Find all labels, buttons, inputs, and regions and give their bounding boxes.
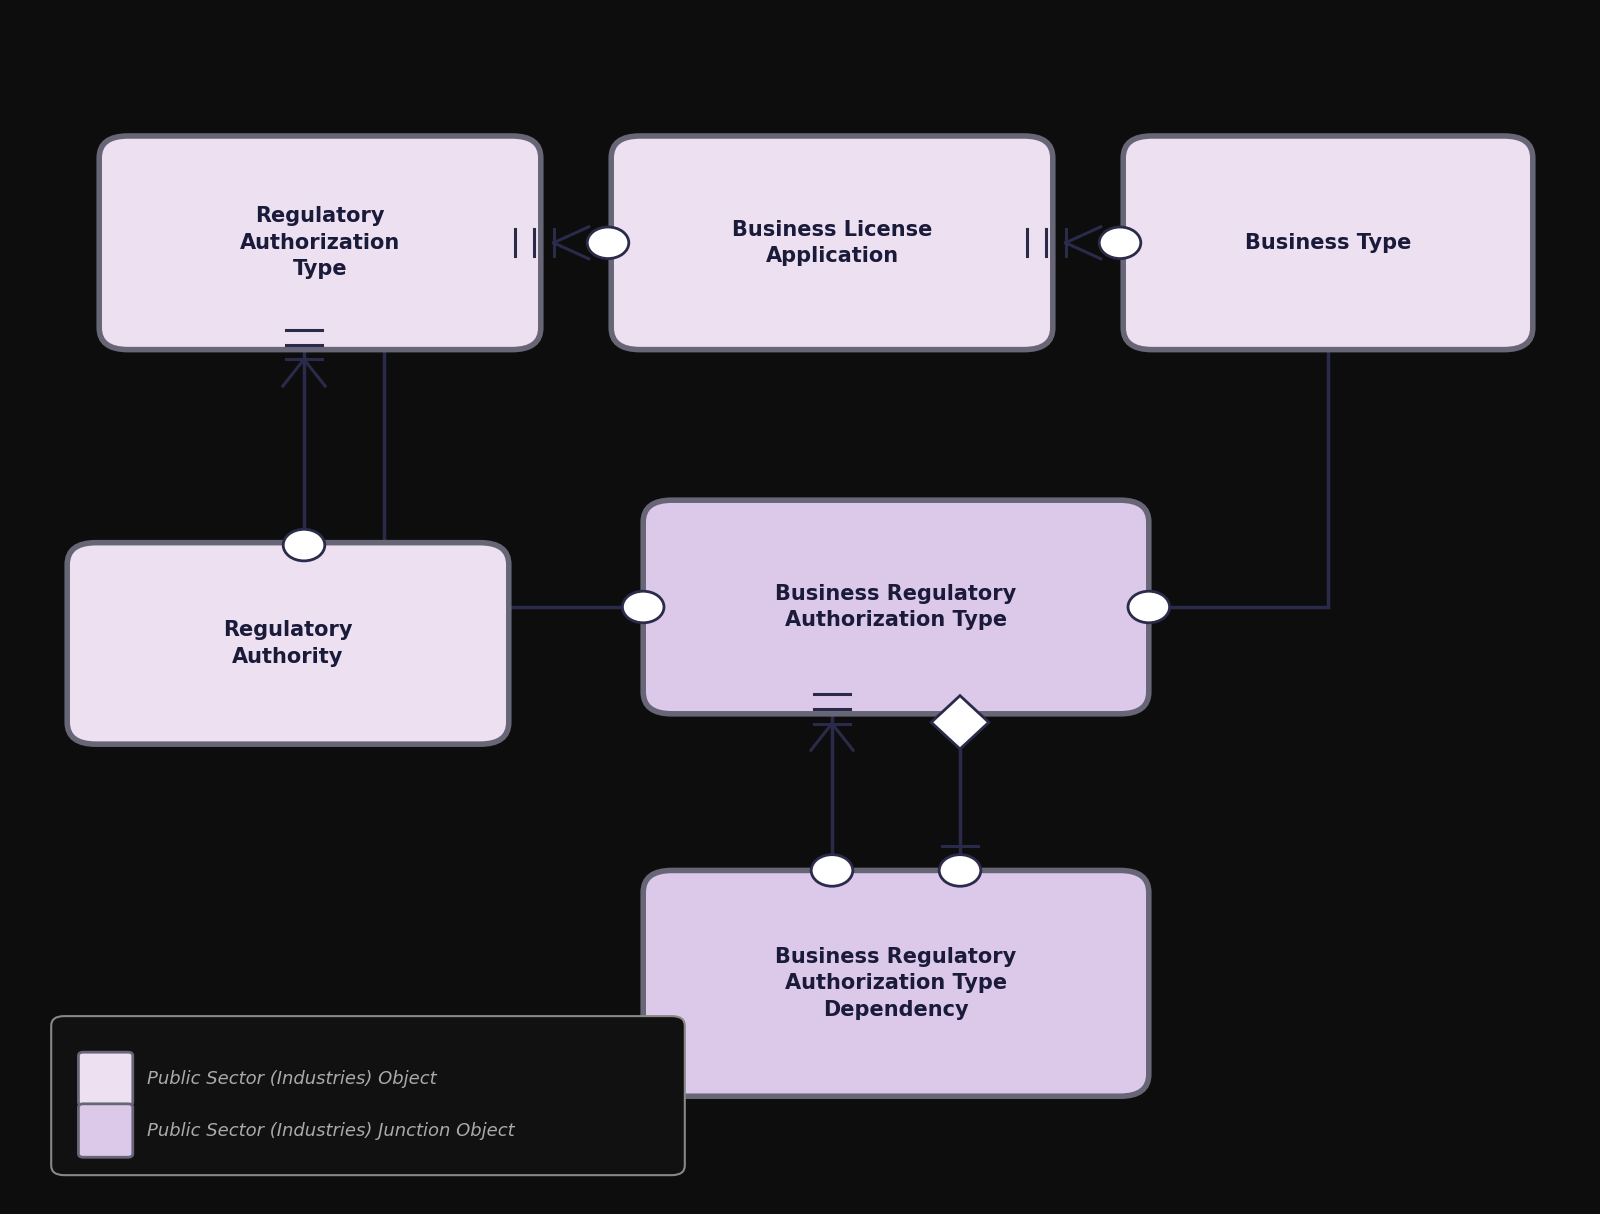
Circle shape — [622, 591, 664, 623]
FancyBboxPatch shape — [78, 1104, 133, 1157]
Text: Regulatory
Authorization
Type: Regulatory Authorization Type — [240, 206, 400, 279]
FancyBboxPatch shape — [67, 543, 509, 744]
FancyBboxPatch shape — [643, 870, 1149, 1096]
FancyBboxPatch shape — [78, 1053, 133, 1106]
Circle shape — [811, 855, 853, 886]
Text: Public Sector (Industries) Junction Object: Public Sector (Industries) Junction Obje… — [147, 1122, 515, 1140]
FancyBboxPatch shape — [643, 500, 1149, 714]
Circle shape — [939, 855, 981, 886]
Circle shape — [1128, 591, 1170, 623]
FancyBboxPatch shape — [99, 136, 541, 350]
Text: Public Sector (Industries) Object: Public Sector (Industries) Object — [147, 1070, 437, 1088]
Circle shape — [1099, 227, 1141, 259]
FancyBboxPatch shape — [51, 1016, 685, 1175]
Polygon shape — [931, 696, 989, 749]
Text: Business License
Application: Business License Application — [731, 220, 933, 266]
FancyBboxPatch shape — [1123, 136, 1533, 350]
Text: Business Type: Business Type — [1245, 233, 1411, 253]
Text: Business Regulatory
Authorization Type: Business Regulatory Authorization Type — [776, 584, 1016, 630]
FancyBboxPatch shape — [611, 136, 1053, 350]
Circle shape — [587, 227, 629, 259]
Circle shape — [283, 529, 325, 561]
Text: Regulatory
Authority: Regulatory Authority — [224, 620, 352, 666]
Text: Business Regulatory
Authorization Type
Dependency: Business Regulatory Authorization Type D… — [776, 947, 1016, 1020]
